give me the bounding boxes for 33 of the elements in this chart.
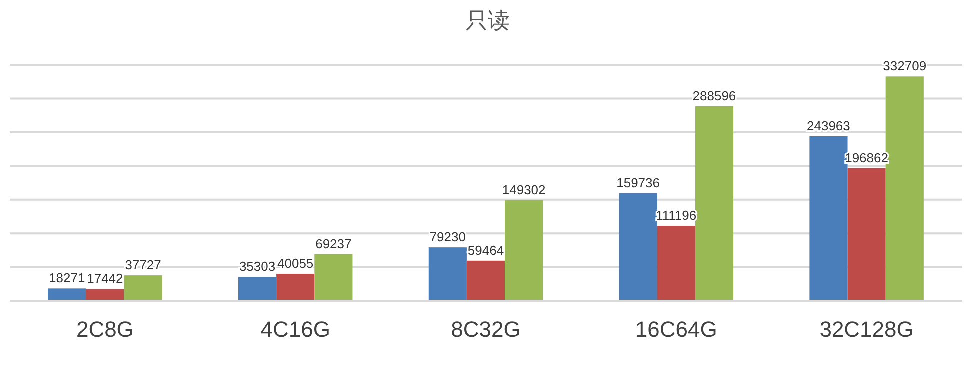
bar <box>466 260 506 301</box>
bar <box>124 276 162 301</box>
data-label: 69237 <box>316 236 352 252</box>
bar <box>619 193 658 301</box>
chart-title: 只读 <box>466 8 510 33</box>
bar <box>657 226 696 301</box>
data-label: 79230 <box>430 230 466 245</box>
data-label: 288596 <box>692 88 736 104</box>
bar <box>238 277 277 301</box>
bar <box>428 248 467 301</box>
data-label: 149302 <box>502 182 546 198</box>
data-label: 37727 <box>125 258 162 273</box>
bar <box>48 288 86 301</box>
x-tick-label: 2C8G <box>76 317 134 342</box>
bar <box>695 106 734 301</box>
bar <box>276 274 315 301</box>
data-label: 18271 <box>49 270 86 286</box>
data-label: 159736 <box>616 175 660 190</box>
bar <box>810 136 848 301</box>
data-label: 35303 <box>239 259 276 274</box>
x-tick-label: 8C32G <box>451 317 521 342</box>
bar <box>505 200 544 301</box>
bar <box>848 168 886 301</box>
x-tick-label: 32C128G <box>820 317 914 342</box>
bar <box>86 289 124 301</box>
x-tick-label: 4C16G <box>260 317 330 342</box>
data-label: 243963 <box>807 118 850 134</box>
x-tick-label: 16C64G <box>635 317 718 342</box>
data-label: 59464 <box>468 242 504 258</box>
data-label: 332709 <box>883 58 927 74</box>
bar <box>314 254 353 301</box>
data-label: 17442 <box>87 271 124 286</box>
data-label: 40055 <box>278 256 314 271</box>
